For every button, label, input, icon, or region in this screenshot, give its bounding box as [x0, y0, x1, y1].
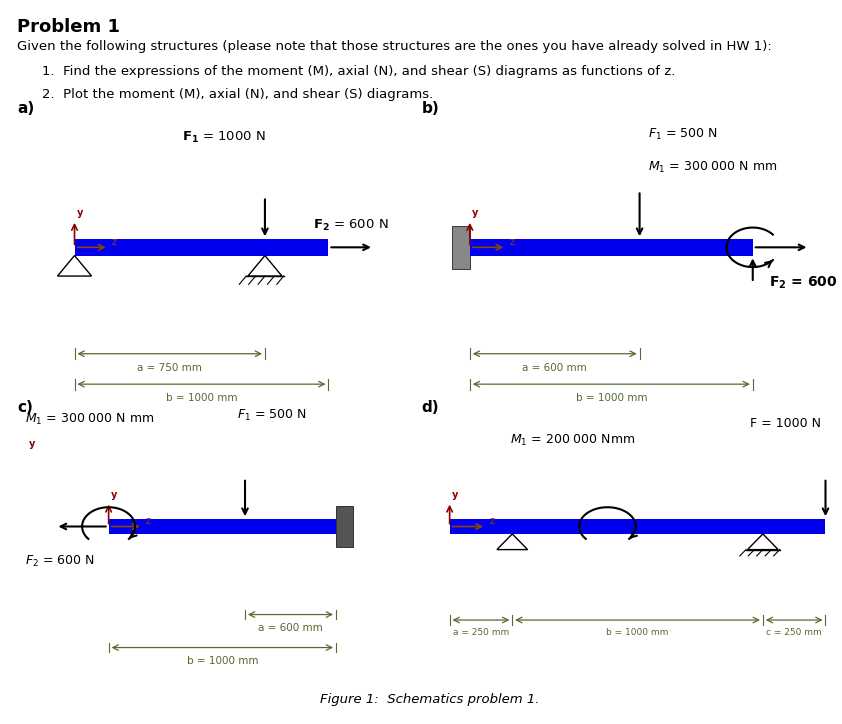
Bar — [74, 239, 328, 256]
Text: $M_1$ = 300 000 N mm: $M_1$ = 300 000 N mm — [25, 412, 155, 426]
Text: Problem 1: Problem 1 — [17, 18, 120, 36]
Text: a = 750 mm: a = 750 mm — [137, 363, 202, 373]
Text: c = 250 mm: c = 250 mm — [766, 628, 822, 637]
Text: y: y — [29, 439, 35, 449]
Text: z: z — [112, 237, 117, 247]
Text: y: y — [77, 209, 83, 219]
Text: Given the following structures (please note that those structures are the ones y: Given the following structures (please n… — [17, 40, 771, 53]
Text: F = 1000 N: F = 1000 N — [750, 418, 822, 431]
Text: $\mathbf{F_1}$ = 1000 N: $\mathbf{F_1}$ = 1000 N — [182, 130, 265, 146]
Text: $\mathbf{F_2}$ = 600 N: $\mathbf{F_2}$ = 600 N — [769, 275, 842, 291]
Polygon shape — [248, 256, 282, 276]
Text: z: z — [509, 237, 514, 247]
Text: a = 600 mm: a = 600 mm — [258, 623, 322, 633]
Polygon shape — [497, 534, 528, 550]
Text: $\mathbf{F_2}$ = 600 N: $\mathbf{F_2}$ = 600 N — [313, 218, 389, 233]
Text: a = 250 mm: a = 250 mm — [453, 628, 509, 637]
Text: y: y — [110, 490, 117, 500]
Bar — [336, 506, 353, 547]
Text: d): d) — [421, 400, 439, 415]
Bar — [451, 226, 470, 269]
Polygon shape — [57, 256, 92, 276]
Text: z: z — [146, 516, 151, 526]
Text: $M_1$ = 300 000 N mm: $M_1$ = 300 000 N mm — [647, 160, 777, 175]
Text: $M_1$ = 200 000 Nmm: $M_1$ = 200 000 Nmm — [510, 433, 636, 448]
Text: b = 1000 mm: b = 1000 mm — [606, 628, 669, 637]
Text: a): a) — [18, 101, 35, 117]
Bar — [109, 519, 336, 534]
Text: $F_1$ = 500 N: $F_1$ = 500 N — [647, 127, 717, 142]
Polygon shape — [748, 534, 778, 550]
Text: y: y — [451, 490, 458, 500]
Text: Figure 1:  Schematics problem 1.: Figure 1: Schematics problem 1. — [320, 693, 540, 706]
Bar — [470, 239, 753, 256]
Text: $F_2$ = 600 N: $F_2$ = 600 N — [25, 554, 95, 569]
Text: 1.  Find the expressions of the moment (M), axial (N), and shear (S) diagrams as: 1. Find the expressions of the moment (M… — [42, 65, 675, 78]
Text: b): b) — [421, 101, 439, 117]
Text: b = 1000 mm: b = 1000 mm — [576, 393, 647, 403]
Text: 2.  Plot the moment (M), axial (N), and shear (S) diagrams.: 2. Plot the moment (M), axial (N), and s… — [42, 88, 434, 101]
Text: z: z — [489, 516, 494, 526]
Text: a = 600 mm: a = 600 mm — [522, 363, 587, 373]
Text: y: y — [472, 209, 478, 219]
Text: $F_1$ = 500 N: $F_1$ = 500 N — [237, 408, 307, 424]
Text: b = 1000 mm: b = 1000 mm — [166, 393, 237, 403]
Text: b = 1000 mm: b = 1000 mm — [187, 656, 258, 666]
Bar — [450, 519, 825, 534]
Text: c): c) — [18, 400, 34, 415]
